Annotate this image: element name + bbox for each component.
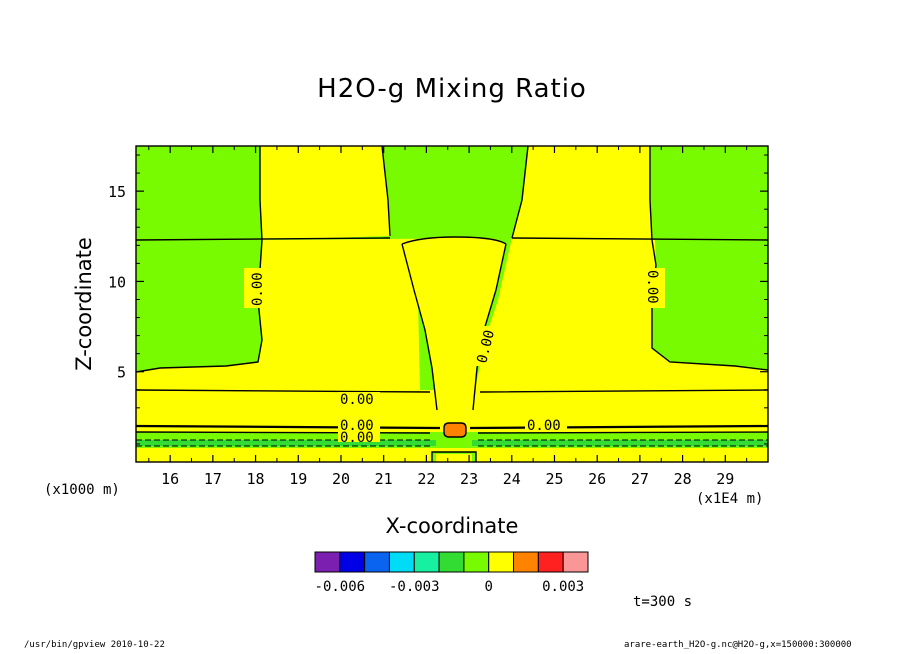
plot-frame	[135, 145, 769, 463]
x-tick-label: 18	[247, 470, 265, 488]
contour-label: 0.00	[474, 328, 498, 365]
y-tick-label: 15	[108, 183, 126, 201]
colorbar-swatch	[513, 551, 539, 573]
x-tick-label: 23	[460, 470, 478, 488]
colorbar-swatch	[537, 551, 564, 573]
colorbar-swatch	[488, 551, 515, 573]
colorbar-swatch	[314, 551, 341, 573]
contour-line-band-426	[136, 424, 768, 430]
x-tick-label: 27	[631, 470, 649, 488]
footer-command: /usr/bin/gpview 2010-10-22	[24, 640, 165, 650]
yellow-region-upper-right	[512, 146, 652, 240]
contour-line-bottom-cell	[431, 451, 477, 462]
colorbar-tick-label: 0	[485, 579, 493, 595]
colorbar-tick-label: 0.003	[542, 579, 584, 595]
yellow-region-upper-left	[260, 146, 390, 240]
contour-fill	[136, 146, 768, 462]
contour-label: 0.00	[644, 270, 660, 304]
colorbar: -0.006 -0.003 0 0.003	[314, 551, 589, 595]
colorbar-swatch	[562, 551, 589, 573]
contour-line-band-432	[136, 431, 768, 434]
contour-labels: 0.00 0.00 0.00 0.00 0.00 0.00 0.00	[244, 268, 665, 446]
x-tick-label: 28	[674, 470, 692, 488]
timestamp: t=300 s	[633, 594, 693, 610]
colorbar-swatch	[364, 551, 390, 573]
colorbar-tick-label: -0.003	[389, 579, 440, 595]
contour-lines	[136, 146, 768, 462]
contour-label: 0.00	[250, 272, 266, 306]
x-unit-left: (x1000 m)	[44, 482, 120, 498]
yellow-region-middle	[136, 238, 768, 412]
x-tick-label: 26	[588, 470, 606, 488]
contour-line-horizontal-upper	[136, 237, 768, 241]
contour-line-upper-right	[649, 146, 653, 241]
x-tick-label: 29	[716, 470, 734, 488]
footer-source: arare-earth_H2O-g.nc@H2O-g,x=150000:3000…	[624, 640, 852, 650]
x-axis-ticks: 16 17 18 19 20 21 22 23 24 25 26 27 28 29	[148, 146, 748, 488]
contour-line-upper-right-left	[511, 146, 529, 239]
colorbar-swatch	[388, 551, 415, 573]
contour-label: 0.00	[340, 430, 374, 446]
contour-line-upper-left	[259, 146, 263, 241]
contour-line-band-390	[136, 389, 768, 393]
y-axis-ticks: 5 10 15	[108, 154, 768, 445]
colorbar-swatch	[463, 551, 490, 573]
yellow-cell-bottom-inner	[436, 454, 472, 462]
colorbar-tick-label: -0.006	[315, 579, 366, 595]
contour-line-mid-right	[651, 239, 768, 371]
x-tick-label: 21	[375, 470, 393, 488]
x-tick-label: 25	[545, 470, 563, 488]
x-axis-label: X-coordinate	[385, 514, 519, 538]
x-unit-right: (x1E4 m)	[696, 491, 764, 507]
colorbar-swatch	[438, 551, 465, 573]
y-tick-label: 5	[117, 364, 126, 382]
y-tick-label: 10	[108, 273, 126, 291]
contour-label: 0.00	[527, 418, 561, 434]
x-tick-label: 19	[289, 470, 307, 488]
contour-line-upper-left-right	[381, 146, 391, 237]
lightgreen-band-left	[136, 440, 436, 446]
contour-line-orange-blob	[443, 422, 467, 438]
yellow-region-funnel	[402, 237, 506, 410]
colorbar-swatch	[339, 551, 366, 573]
colorbar-swatch	[413, 551, 440, 573]
x-tick-label: 22	[417, 470, 435, 488]
x-tick-label: 24	[503, 470, 521, 488]
orange-blob	[444, 423, 466, 437]
chart-title: H2O-g Mixing Ratio	[317, 74, 587, 104]
x-tick-label: 17	[204, 470, 222, 488]
contour-label: 0.00	[340, 392, 374, 408]
x-tick-label: 20	[332, 470, 350, 488]
x-tick-label: 16	[161, 470, 179, 488]
lightgreen-band-right	[472, 440, 768, 446]
